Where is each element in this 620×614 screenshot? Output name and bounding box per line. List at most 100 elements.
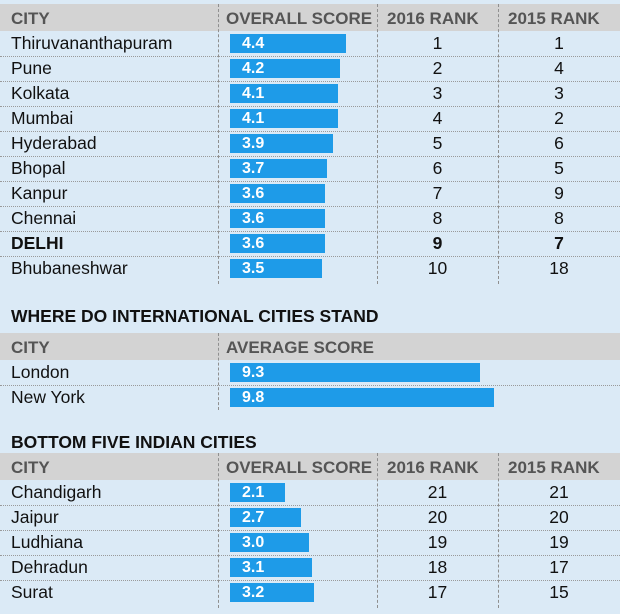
rank-2015: 5 [554,158,564,178]
rank-2015: 9 [554,183,564,203]
table-row: Pune 4.2 2 4 [0,56,620,81]
score-bar: 3.7 [230,159,327,178]
table-row: Chandigarh 2.1 21 21 [0,480,620,505]
international-title: WHERE DO INTERNATIONAL CITIES STAND [11,306,379,326]
row-divider [0,385,620,386]
rank-2016: 3 [432,83,443,103]
header-city: CITY [11,9,50,28]
table-row: Bhopal 3.7 6 5 [0,156,620,181]
header-overall-score: OVERALL SCORE [226,9,373,28]
score-bar: 4.4 [230,34,346,53]
city-name: Surat [11,582,53,602]
rank-2015: 20 [549,507,569,527]
score-bar: 3.0 [230,533,309,552]
row-divider [0,530,620,531]
city-name: Bhopal [11,158,66,178]
rank-2015: 3 [554,83,564,103]
header-2015-rank: 2015 RANK [508,458,600,477]
score-bar: 3.9 [230,134,333,153]
rank-2016: 10 [427,258,448,278]
rank-2016: 20 [427,507,448,527]
table-row: London 9.3 [0,360,620,385]
rank-2016: 19 [427,532,448,552]
city-name: Chandigarh [11,482,102,502]
score-value: 3.6 [242,210,265,227]
row-divider [0,256,620,257]
score-bar: 4.1 [230,84,338,103]
table-row: Mumbai 4.1 4 2 [0,106,620,131]
header-city: CITY [11,338,50,357]
table-body: Thiruvananthapuram 4.4 1 1 Pune 4.2 2 4 Kolkata 4… [0,31,620,281]
rank-2015: 18 [549,258,569,278]
table-row: Dehradun 3.1 18 17 [0,555,620,580]
rank-2015: 4 [554,58,564,78]
row-divider [0,106,620,107]
city-name: DELHI [11,233,64,253]
score-bar: 4.1 [230,109,338,128]
score-value: 4.4 [242,35,265,52]
rank-2015: 21 [549,482,569,502]
score-value: 2.7 [242,509,265,526]
rank-2015: 6 [554,133,564,153]
city-name: Kolkata [11,83,70,103]
table-row: Ludhiana 3.0 19 19 [0,530,620,555]
city-name: New York [11,387,85,407]
top-cities-table: CITY OVERALL SCORE 2016 RANK 2015 RANK T… [0,4,620,284]
row-divider [0,505,620,506]
score-bar: 3.6 [230,234,325,253]
score-value: 9.3 [242,364,265,381]
rank-2016: 7 [432,183,443,203]
score-bar: 3.2 [230,583,314,602]
table-body: London 9.3 New York 9.8 [0,360,620,410]
row-divider [0,555,620,556]
table-row: Kolkata 4.1 3 3 [0,81,620,106]
table-row: Bhubaneshwar 3.5 10 18 [0,256,620,281]
table-row: Surat 3.2 17 15 [0,580,620,605]
city-name: Ludhiana [11,532,84,552]
score-value: 9.8 [242,389,265,406]
score-value: 4.1 [242,110,265,127]
row-divider [0,580,620,581]
table-row: Hyderabad 3.9 5 6 [0,131,620,156]
score-bar: 9.8 [230,388,494,407]
rank-2016: 21 [427,482,448,502]
score-bar: 2.1 [230,483,285,502]
city-name: Dehradun [11,557,88,577]
city-name: Mumbai [11,108,74,128]
table-header: CITY AVERAGE SCORE [0,333,620,360]
score-value: 3.1 [242,559,265,576]
header-2015-rank: 2015 RANK [508,9,600,28]
row-divider [0,231,620,232]
score-value: 3.9 [242,135,265,152]
city-name: Bhubaneshwar [11,258,128,278]
score-bar: 3.5 [230,259,322,278]
rank-2016: 9 [432,233,443,253]
header-city: CITY [11,458,50,477]
rank-2015: 2 [554,108,564,128]
score-value: 2.1 [242,484,265,501]
bottom-cities-table: CITY OVERALL SCORE 2016 RANK 2015 RANK C… [0,453,620,608]
city-name: Pune [11,58,52,78]
row-divider [0,206,620,207]
score-bar: 3.6 [230,209,325,228]
score-value: 3.0 [242,534,265,551]
table-header: CITY OVERALL SCORE 2016 RANK 2015 RANK [0,4,620,31]
city-name: Kanpur [11,183,68,203]
row-divider [0,156,620,157]
rank-2015: 7 [554,233,564,253]
rank-2016: 2 [432,58,443,78]
city-name: Chennai [11,208,77,228]
score-bar: 3.6 [230,184,325,203]
city-name: Jaipur [11,507,59,527]
city-name: Thiruvananthapuram [11,33,173,53]
score-bar: 3.1 [230,558,312,577]
table-body: Chandigarh 2.1 21 21 Jaipur 2.7 20 20 Ludhiana 3.… [0,480,620,605]
table-row: Thiruvananthapuram 4.4 1 1 [0,31,620,56]
row-divider [0,131,620,132]
city-name: Hyderabad [11,133,97,153]
score-value: 3.6 [242,235,265,252]
rank-2016: 1 [432,33,443,53]
bottom-five-title: BOTTOM FIVE INDIAN CITIES [11,432,257,452]
score-value: 3.5 [242,260,265,277]
rank-2016: 8 [432,208,443,228]
